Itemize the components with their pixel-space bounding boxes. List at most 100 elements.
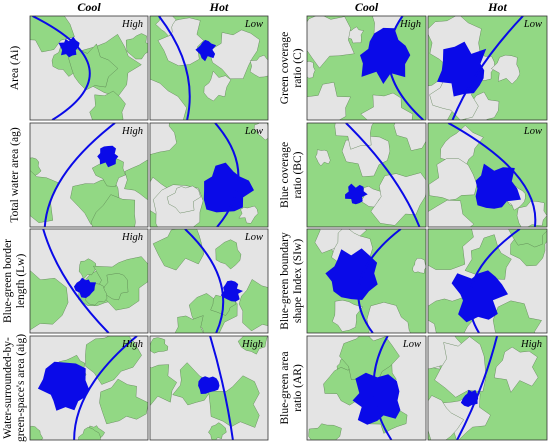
row-label-line: Blue coverage — [279, 142, 291, 208]
row-label-line: Blue-green area — [279, 351, 291, 424]
land-patch — [203, 70, 232, 102]
column-header: Cool — [77, 0, 101, 14]
row-label-line: Green coverage — [279, 32, 291, 104]
river — [372, 336, 393, 440]
panel-border — [427, 228, 548, 334]
river — [42, 229, 110, 333]
land-patch — [307, 16, 355, 69]
green-patch — [208, 375, 260, 428]
map-panel — [150, 123, 268, 227]
green-patch — [150, 364, 177, 406]
green-patch — [30, 425, 44, 440]
land-patch — [307, 82, 351, 120]
map-panel — [428, 16, 547, 120]
row-label-line: Area (Ai) — [9, 46, 21, 91]
land-patch — [315, 149, 331, 167]
water-body — [437, 41, 487, 97]
land-patch — [150, 78, 187, 120]
panel-tag: High — [399, 19, 421, 30]
land-patch — [360, 92, 414, 120]
land-patch — [249, 54, 268, 78]
land-patch — [253, 123, 268, 141]
land-patch — [366, 302, 412, 333]
green-patch — [30, 270, 69, 331]
river — [184, 229, 225, 333]
panel-border — [306, 122, 427, 228]
river — [209, 336, 234, 440]
panel-border — [29, 335, 149, 441]
land-patch — [412, 258, 426, 274]
column-header: Cool — [355, 0, 379, 14]
water-body — [325, 248, 378, 300]
land-patch — [428, 158, 478, 201]
land-patch — [494, 346, 539, 393]
row-label: Total water area (ag) — [9, 127, 21, 222]
row-label-line: Blue-green boundary — [279, 232, 291, 330]
green-patch — [99, 378, 148, 425]
river — [214, 123, 240, 227]
green-patch — [428, 229, 474, 270]
panel-tag: Low — [244, 126, 263, 137]
green-patch — [125, 33, 148, 60]
panel-border — [306, 228, 427, 334]
map-panel — [30, 123, 148, 227]
map-panel — [150, 229, 268, 333]
green-patch — [30, 157, 42, 177]
green-patch — [78, 427, 101, 440]
river — [43, 123, 116, 227]
green-patch — [492, 300, 542, 333]
land-patch — [307, 61, 316, 79]
row-label: Blue coverageratio (BC) — [279, 142, 304, 208]
panel-border — [427, 15, 548, 121]
panel-tag: Low — [244, 232, 263, 243]
map-panel — [307, 336, 426, 440]
river — [447, 123, 537, 227]
panel-tag: High — [241, 339, 263, 350]
land-patch — [516, 200, 547, 227]
green-patch — [30, 16, 75, 53]
land-patch — [150, 123, 177, 155]
panel-border — [149, 228, 269, 334]
river — [468, 229, 521, 333]
panel-border — [149, 122, 269, 228]
water-body — [198, 376, 220, 394]
land-patch — [434, 336, 487, 398]
green-patch — [90, 194, 136, 227]
land-patch — [332, 299, 364, 332]
row-label: Green coverageratio (C) — [279, 32, 304, 104]
row-label-line: ratio (C) — [292, 48, 304, 87]
green-patch — [172, 362, 211, 406]
green-patch — [101, 273, 129, 301]
river — [32, 16, 91, 120]
water-body — [475, 163, 521, 209]
row-label-line: ratio (AR) — [292, 364, 304, 412]
panel-tag: High — [121, 339, 143, 350]
green-patch — [238, 279, 268, 332]
row-label-line: shape Index (SIw) — [292, 239, 304, 323]
land-patch — [157, 17, 204, 66]
panel-tag: Low — [402, 339, 421, 350]
water-body — [352, 372, 401, 425]
row-label: Blue-green boundaryshape Index (SIw) — [279, 232, 304, 330]
water-body — [360, 27, 411, 84]
map-panel — [150, 16, 268, 120]
river — [73, 336, 138, 440]
row-label-line: length (Lw) — [15, 254, 27, 309]
water-body — [97, 145, 119, 168]
row-label-line: Blue-green border — [2, 239, 14, 323]
water-body — [345, 183, 368, 205]
panel-border — [427, 335, 548, 441]
green-patch — [208, 422, 227, 440]
river — [451, 16, 524, 120]
row-label: Blue-green borderlength (Lw) — [2, 239, 27, 323]
land-patch — [491, 54, 521, 85]
panel-border — [306, 335, 427, 441]
panel-border — [29, 228, 149, 334]
water-body — [73, 277, 96, 298]
land-patch — [238, 205, 259, 224]
row-label-line: Water-surrounded-by- — [2, 337, 14, 439]
river — [158, 16, 191, 120]
map-panel — [428, 336, 547, 440]
